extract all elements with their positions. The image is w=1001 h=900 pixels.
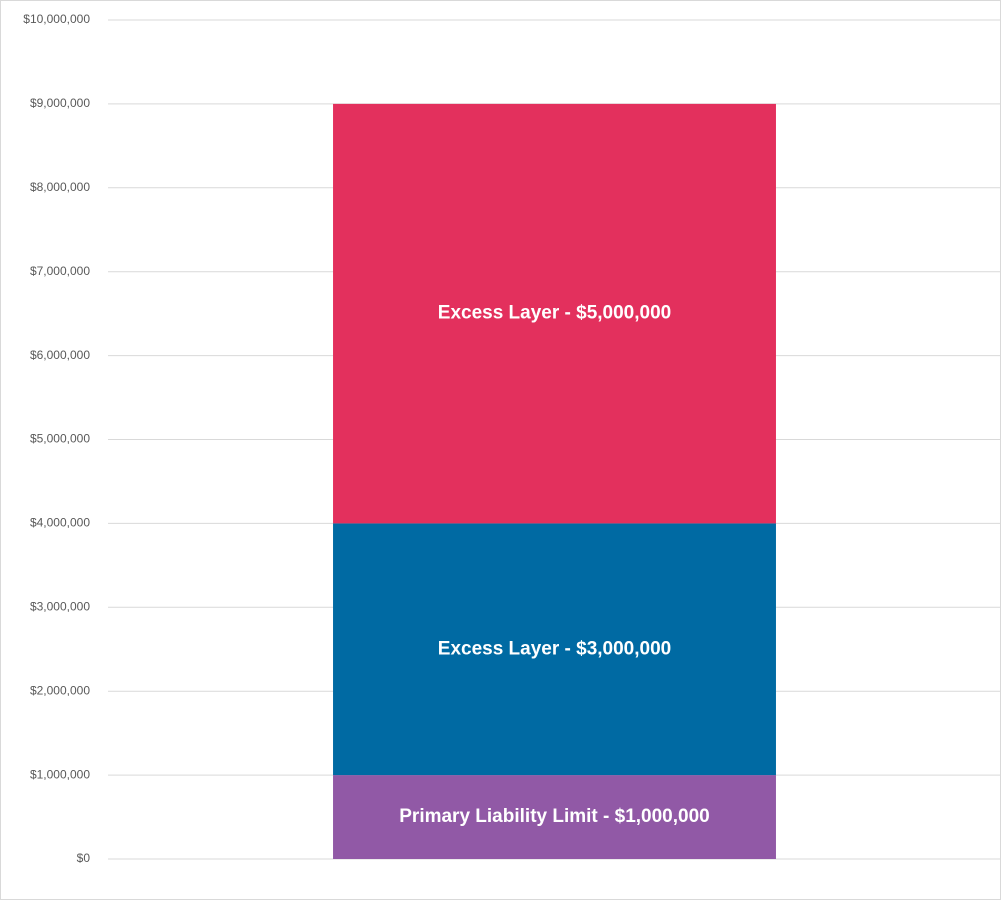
labels: Primary Liability Limit - $1,000,000 Exce… bbox=[399, 303, 709, 827]
y-tick-label: $0 bbox=[77, 851, 91, 865]
y-tick-label: $6,000,000 bbox=[30, 348, 90, 362]
y-tick-label: $3,000,000 bbox=[30, 599, 90, 613]
data-label: Excess Layer - $3,000,000 bbox=[438, 638, 671, 659]
y-tick-label: $2,000,000 bbox=[30, 683, 90, 697]
bar-segment bbox=[333, 523, 776, 776]
y-tick-label: $5,000,000 bbox=[30, 432, 90, 446]
bar-segment bbox=[333, 103, 776, 524]
y-tick-label: $7,000,000 bbox=[30, 264, 90, 278]
y-tick-label: $4,000,000 bbox=[30, 516, 90, 530]
bars bbox=[333, 103, 776, 859]
bar-segment bbox=[333, 775, 776, 859]
data-label: Primary Liability Limit - $1,000,000 bbox=[399, 806, 709, 827]
y-tick-label: $8,000,000 bbox=[30, 180, 90, 194]
y-tick-label: $9,000,000 bbox=[30, 96, 90, 110]
y-tick-label: $10,000,000 bbox=[23, 12, 90, 26]
data-label: Excess Layer - $5,000,000 bbox=[438, 303, 671, 324]
y-tick-label: $1,000,000 bbox=[30, 767, 90, 781]
